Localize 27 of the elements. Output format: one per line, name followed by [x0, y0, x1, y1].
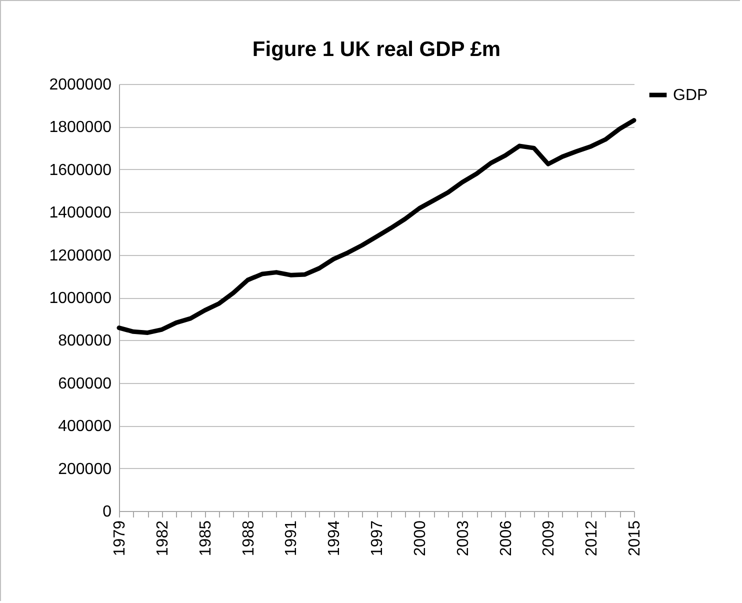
- x-tick-label: 1985: [197, 520, 214, 556]
- y-tick-label: 1800000: [49, 119, 112, 136]
- y-tick-label: 2000000: [49, 76, 112, 94]
- y-tick-label: 1400000: [49, 204, 112, 222]
- x-tick-label: 1982: [154, 520, 172, 556]
- x-tick-label: 2000: [412, 520, 429, 556]
- y-tick-label: 200000: [58, 460, 112, 478]
- x-tick-label: 2003: [454, 520, 472, 556]
- y-tick-label: 1000000: [49, 290, 112, 307]
- x-tick-label: 1994: [326, 520, 344, 556]
- line-series: [116, 118, 636, 335]
- y-tick-label: 800000: [58, 332, 112, 350]
- x-tick-label: 1979: [112, 520, 128, 556]
- y-tick-label: 1200000: [49, 247, 112, 264]
- x-tick-label: 1997: [369, 520, 386, 556]
- x-tick-label: 2012: [584, 520, 601, 556]
- x-tick-label: 2009: [540, 520, 558, 556]
- y-tick-label: 400000: [58, 418, 112, 436]
- y-tick-label: 1600000: [49, 162, 112, 179]
- y-tick-label: 600000: [58, 375, 112, 392]
- x-tick-label: 2015: [626, 520, 644, 556]
- legend-label: GDP: [673, 87, 708, 104]
- x-tick-label: 2006: [498, 520, 515, 556]
- y-tick-label: 0: [102, 504, 112, 520]
- x-tick-label: 1988: [240, 520, 258, 556]
- x-tick-label: 1991: [283, 520, 300, 556]
- chart-title: Figure 1 UK real GDP £m: [252, 38, 501, 61]
